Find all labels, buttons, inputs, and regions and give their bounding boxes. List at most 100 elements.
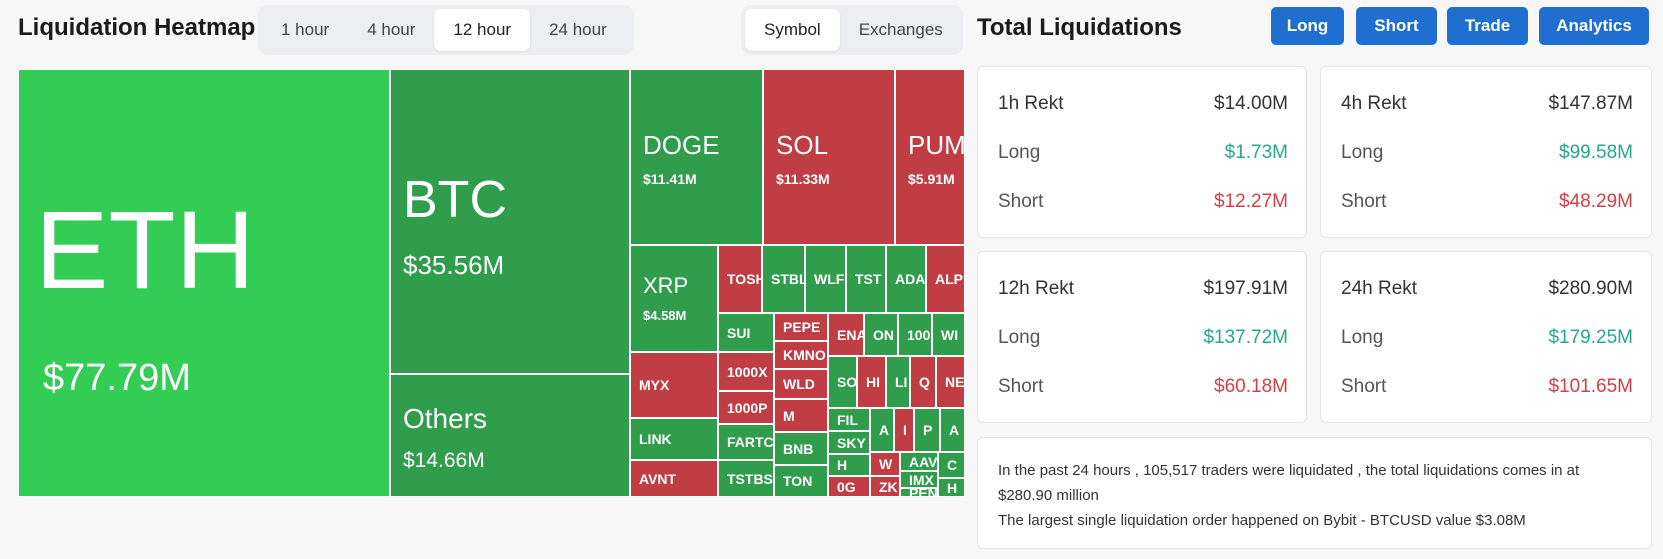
tab-symbol[interactable]: Symbol — [745, 9, 840, 51]
tile-symbol: A — [949, 422, 960, 438]
tile-ada[interactable]: ADA — [886, 245, 926, 313]
tile-symbol: ALPI — [935, 271, 965, 287]
tile-fil[interactable]: FIL — [828, 408, 870, 431]
long-amount: $99.58M — [1559, 142, 1633, 163]
tile-ton[interactable]: TON — [774, 465, 828, 497]
analytics-button[interactable]: Analytics — [1539, 7, 1649, 45]
tile-symbol: PEN — [909, 488, 938, 497]
tile-p[interactable]: P — [914, 408, 940, 452]
tile-symbol: A — [879, 422, 890, 438]
long-label: Long — [1341, 142, 1384, 163]
tile-symbol: WLD — [783, 376, 815, 392]
short-amount: $60.18M — [1214, 376, 1288, 397]
tile-value: $4.58M — [643, 308, 687, 323]
trade-button[interactable]: Trade — [1447, 7, 1528, 45]
tile-imx[interactable]: IMX — [900, 471, 938, 488]
tile-h1[interactable]: H — [828, 454, 870, 476]
tile-others[interactable]: Others $14.66M — [390, 374, 630, 497]
tab-exchanges[interactable]: Exchanges — [858, 20, 943, 39]
long-label: Long — [998, 142, 1041, 163]
tile-tstbs[interactable]: TSTBS — [718, 460, 774, 497]
tile-xrp[interactable]: XRP $4.58M — [630, 245, 718, 352]
tile-symbol: FIL — [837, 411, 858, 428]
short-label: Short — [1341, 191, 1387, 212]
tile-symbol: PEPE — [783, 319, 821, 335]
card-total: $147.87M — [1548, 93, 1633, 114]
tile-btc[interactable]: BTC $35.56M — [390, 69, 630, 374]
total-liquidations-title: Total Liquidations — [977, 14, 1182, 41]
tile-so[interactable]: SO — [828, 356, 857, 408]
tile-on[interactable]: ON — [864, 313, 898, 356]
tile-symbol: C — [947, 457, 958, 473]
tile-symbol: TON — [783, 473, 813, 489]
summary-line-2: The largest single liquidation order hap… — [998, 512, 1526, 529]
tile-doge[interactable]: DOGE $11.41M — [630, 69, 763, 245]
long-amount: $179.25M — [1548, 327, 1633, 348]
tile-symbol: H — [837, 457, 848, 473]
short-label: Short — [998, 376, 1044, 397]
tab-4-hour[interactable]: 4 hour — [367, 20, 416, 39]
tile-zk[interactable]: ZK — [870, 476, 900, 497]
tile-link[interactable]: LINK — [630, 418, 718, 460]
tile-symbol: XRP — [643, 273, 689, 298]
tile-aav[interactable]: AAV — [900, 452, 938, 471]
tile-100[interactable]: 100 — [898, 313, 932, 356]
tile-symbol: 1000X — [727, 363, 768, 380]
tile-sui[interactable]: SUI — [718, 313, 774, 352]
tile-ne[interactable]: NE — [936, 356, 965, 408]
tile-symbol: M — [783, 407, 795, 424]
long-button[interactable]: Long — [1271, 7, 1344, 45]
tile-value: $77.79M — [43, 357, 191, 399]
tile-m[interactable]: M — [774, 399, 828, 432]
tile-w[interactable]: W — [870, 452, 900, 476]
tile-pump[interactable]: PUMP $5.91M — [895, 69, 965, 245]
tile-i[interactable]: I — [894, 408, 914, 452]
tile-stbl[interactable]: STBL — [762, 245, 805, 313]
tile-0g[interactable]: 0G — [828, 476, 870, 497]
tile-wlfi[interactable]: WLFI — [805, 245, 846, 313]
tile-symbol: WI — [941, 326, 959, 343]
tile-value: $5.91M — [908, 171, 955, 187]
tile-h2[interactable]: H — [938, 478, 965, 497]
tile-symbol: AVNT — [639, 470, 677, 487]
tile-1000x[interactable]: 1000X — [718, 352, 774, 391]
tab-12-hour[interactable]: 12 hour — [434, 9, 531, 51]
tile-wi[interactable]: WI — [932, 313, 965, 356]
tile-li[interactable]: LI — [886, 356, 910, 408]
tab-1-hour[interactable]: 1 hour — [281, 20, 330, 39]
tile-pepe[interactable]: PEPE — [774, 313, 828, 341]
long-amount: $137.72M — [1203, 327, 1288, 348]
tile-symbol: TST — [855, 271, 882, 287]
tile-sol[interactable]: SOL $11.33M — [763, 69, 895, 245]
tile-pen[interactable]: PEN — [900, 488, 938, 497]
short-amount: $12.27M — [1214, 191, 1288, 212]
tile-symbol: BNB — [783, 440, 814, 457]
tile-ena[interactable]: ENA — [828, 313, 864, 356]
tile-symbol: HI — [866, 374, 880, 390]
tile-kmno[interactable]: KMNO — [774, 341, 828, 369]
card-label: 1h Rekt — [998, 93, 1064, 114]
tile-alpi[interactable]: ALPI — [926, 245, 965, 313]
tile-sky[interactable]: SKY — [828, 431, 870, 454]
tile-tosh[interactable]: TOSH — [718, 245, 762, 313]
tile-symbol: ZK — [879, 478, 898, 495]
tile-avnt[interactable]: AVNT — [630, 460, 718, 497]
tile-bnb[interactable]: BNB — [774, 432, 828, 465]
tab-24-hour[interactable]: 24 hour — [549, 20, 607, 39]
tile-myx[interactable]: MYX — [630, 352, 718, 418]
short-button[interactable]: Short — [1356, 7, 1437, 45]
tile-fartc[interactable]: FARTC — [718, 424, 774, 460]
tile-1000p[interactable]: 1000P — [718, 391, 774, 424]
tile-hi[interactable]: HI — [857, 356, 886, 408]
tile-symbol: FARTC — [727, 434, 774, 450]
tile-eth[interactable]: ETH $77.79M — [18, 69, 390, 497]
tile-c[interactable]: C — [938, 452, 965, 478]
rekt-card-12h: 12h Rekt $197.91M Long $137.72M Short $60.1… — [977, 251, 1307, 423]
tile-q[interactable]: Q — [910, 356, 936, 408]
short-label: Short — [1341, 376, 1387, 397]
tile-a2[interactable]: A — [940, 408, 965, 452]
tile-symbol: STBL — [771, 271, 805, 287]
tile-a1[interactable]: A — [870, 408, 894, 452]
tile-wld[interactable]: WLD — [774, 369, 828, 399]
tile-tst[interactable]: TST — [846, 245, 886, 313]
